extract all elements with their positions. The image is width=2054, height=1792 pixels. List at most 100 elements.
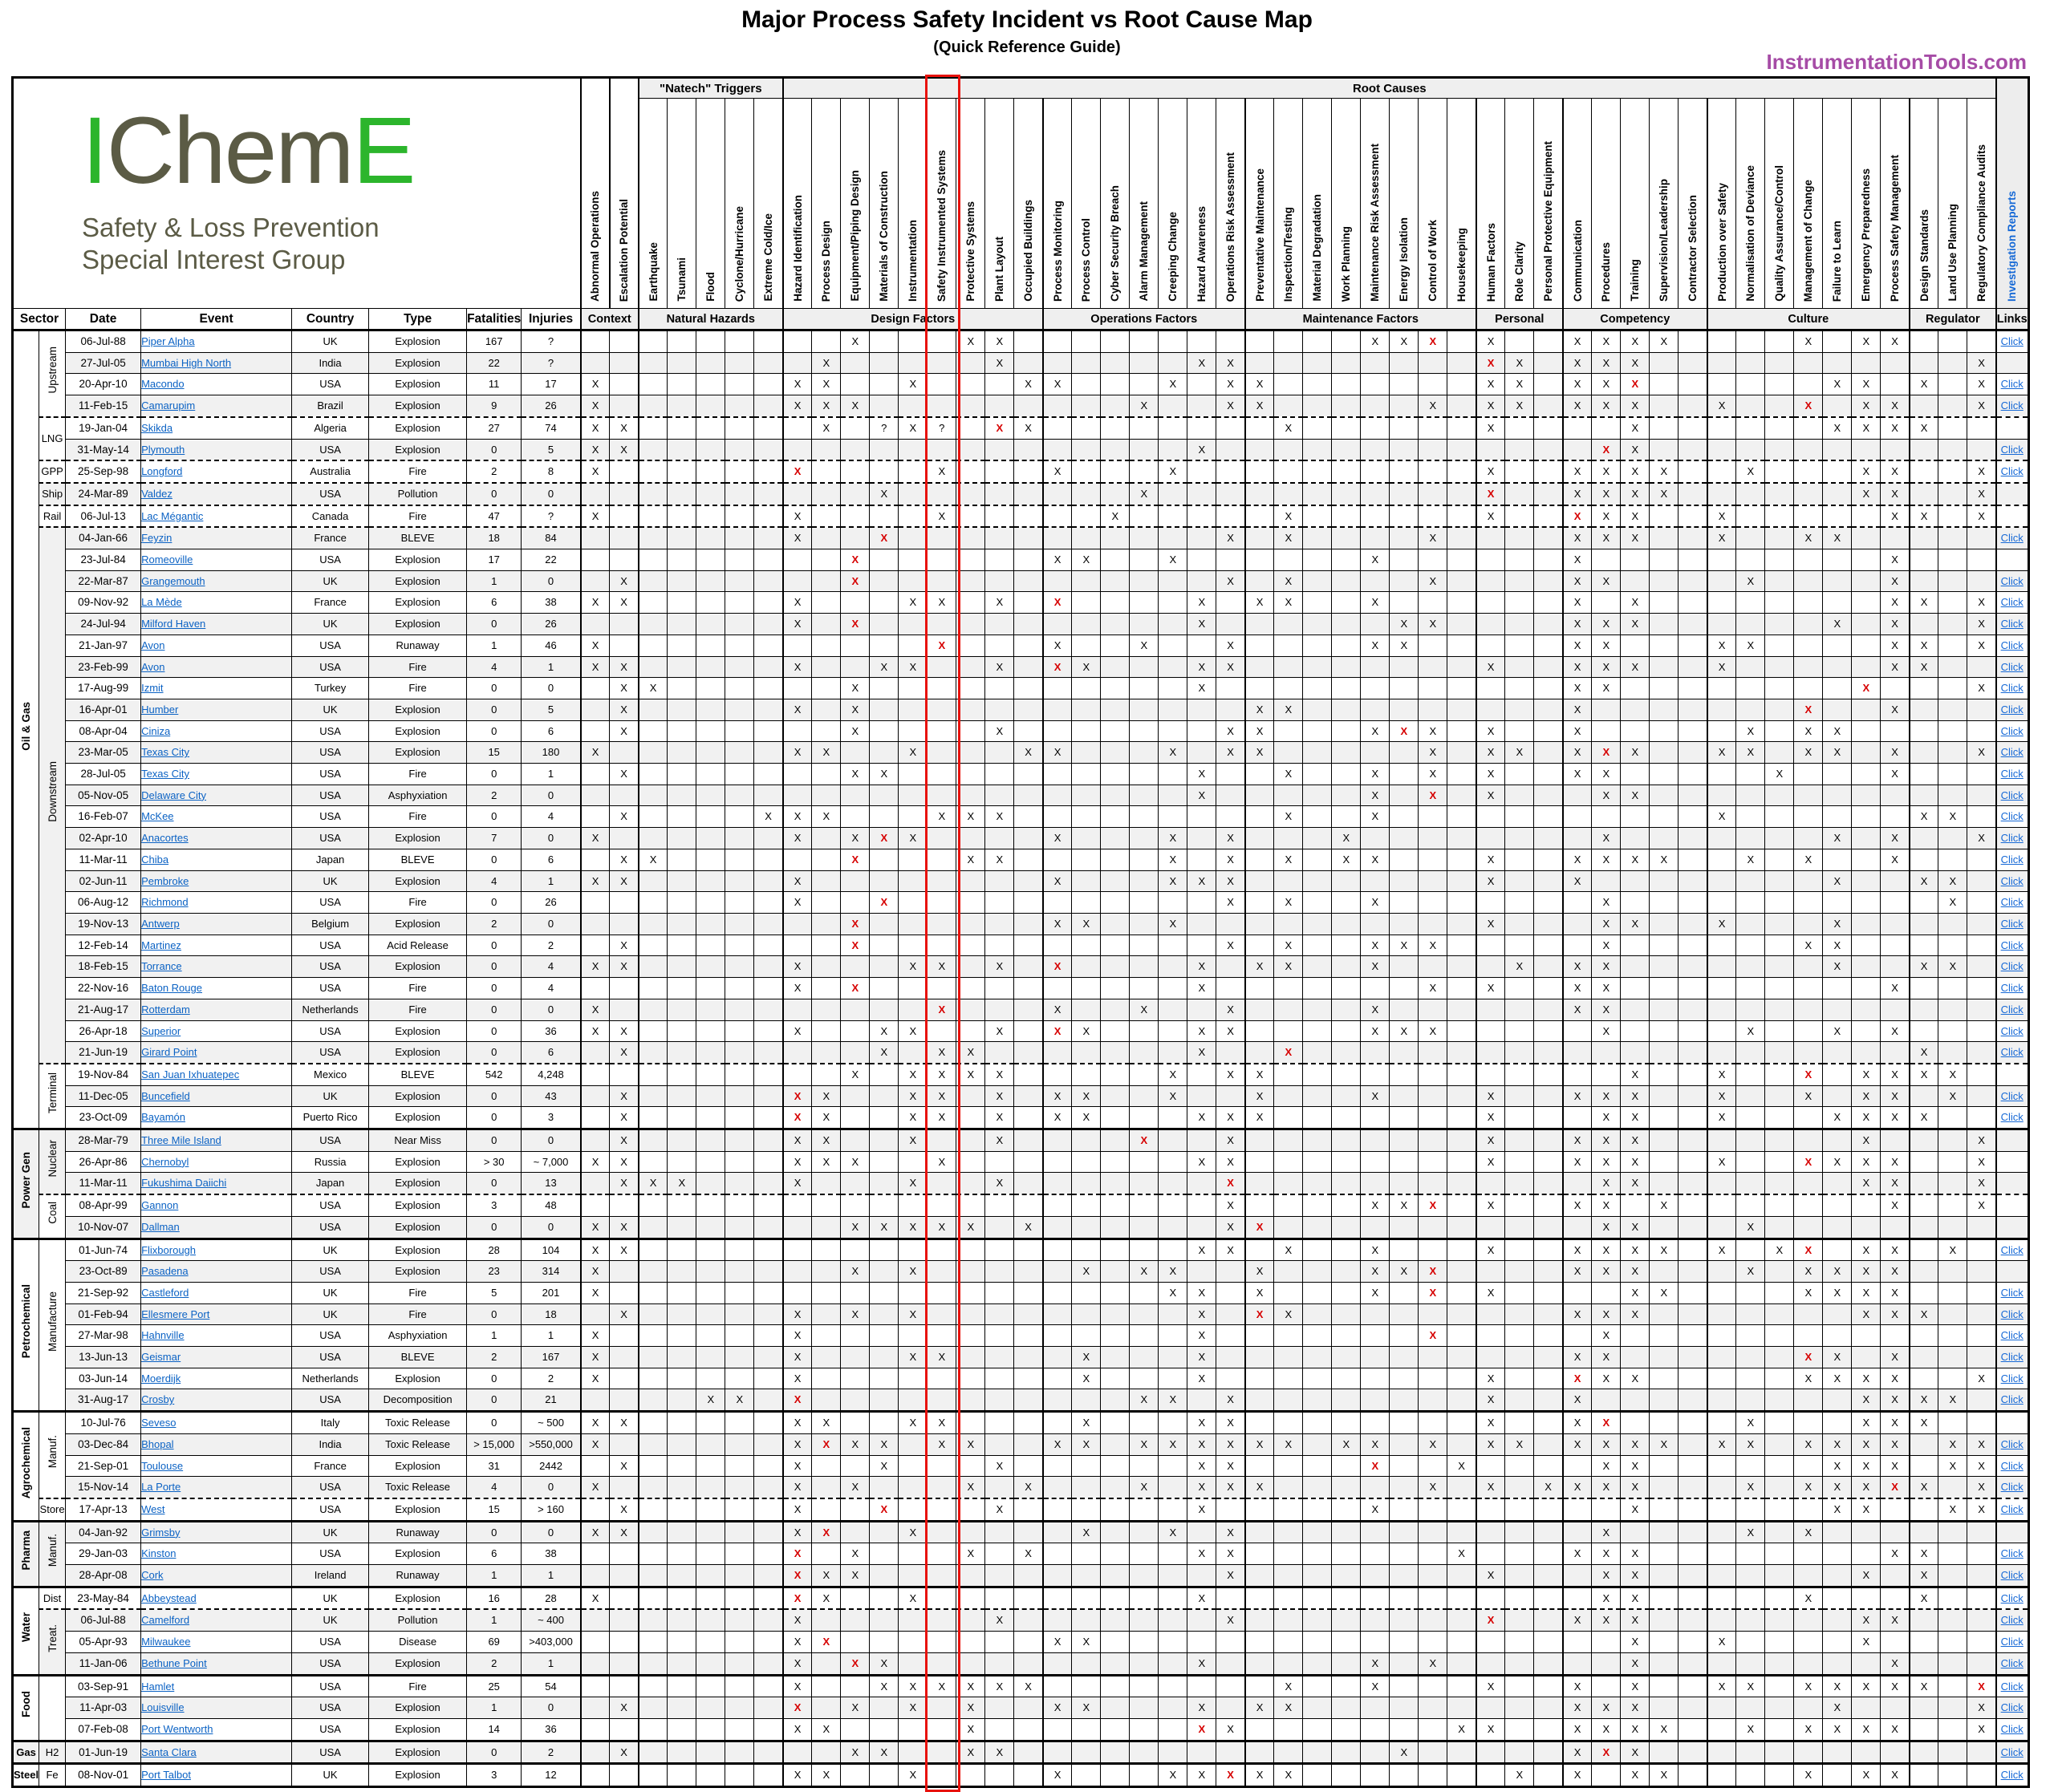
- event-link[interactable]: Valdez: [141, 487, 173, 500]
- event-link[interactable]: Girard Point: [141, 1046, 197, 1059]
- click-link[interactable]: Click: [2000, 335, 2024, 347]
- event-link[interactable]: Buncefield: [141, 1089, 190, 1102]
- click-link[interactable]: Click: [2000, 789, 2024, 801]
- event-link[interactable]: Ciniza: [141, 724, 171, 737]
- event-link[interactable]: Louisville: [141, 1701, 185, 1714]
- event-link[interactable]: Bethune Point: [141, 1656, 207, 1669]
- click-link[interactable]: Click: [2000, 874, 2024, 887]
- event-link[interactable]: Avon: [141, 639, 165, 651]
- click-link[interactable]: Click: [2000, 378, 2024, 391]
- click-link[interactable]: Click: [2000, 939, 2024, 951]
- event-link[interactable]: Avon: [141, 660, 165, 673]
- click-link[interactable]: Click: [2000, 1502, 2024, 1515]
- event-link[interactable]: Hamlet: [141, 1680, 175, 1693]
- click-link[interactable]: Click: [2000, 1372, 2024, 1385]
- click-link[interactable]: Click: [2000, 746, 2024, 759]
- event-link[interactable]: Castleford: [141, 1286, 189, 1299]
- click-link[interactable]: Click: [2000, 896, 2024, 909]
- event-link[interactable]: Torrance: [141, 960, 182, 973]
- event-link[interactable]: Martinez: [141, 939, 181, 951]
- click-link[interactable]: Click: [2000, 1024, 2024, 1037]
- click-link[interactable]: Click: [2000, 1243, 2024, 1256]
- event-link[interactable]: Moerdijk: [141, 1372, 181, 1385]
- event-link[interactable]: Seveso: [141, 1417, 177, 1429]
- click-link[interactable]: Click: [2000, 1769, 2024, 1782]
- event-link[interactable]: Camarupim: [141, 399, 196, 412]
- event-link[interactable]: Port Wentworth: [141, 1723, 213, 1735]
- click-link[interactable]: Click: [2000, 768, 2024, 780]
- click-link[interactable]: Click: [2000, 1547, 2024, 1560]
- click-link[interactable]: Click: [2000, 1046, 2024, 1059]
- click-link[interactable]: Click: [2000, 982, 2024, 995]
- event-link[interactable]: Macondo: [141, 378, 185, 391]
- event-link[interactable]: Baton Rouge: [141, 982, 202, 995]
- event-link[interactable]: Feyzin: [141, 532, 173, 545]
- click-link[interactable]: Click: [2000, 660, 2024, 673]
- click-link[interactable]: Click: [2000, 1111, 2024, 1124]
- event-link[interactable]: San Juan Ixhuatepec: [141, 1068, 240, 1080]
- event-link[interactable]: Abbeystead: [141, 1591, 197, 1604]
- event-link[interactable]: Longford: [141, 465, 183, 478]
- event-link[interactable]: Kinston: [141, 1547, 177, 1560]
- click-link[interactable]: Click: [2000, 532, 2024, 545]
- event-link[interactable]: McKee: [141, 810, 174, 823]
- event-link[interactable]: Pembroke: [141, 874, 189, 887]
- event-link[interactable]: Richmond: [141, 896, 189, 909]
- click-link[interactable]: Click: [2000, 1393, 2024, 1406]
- click-link[interactable]: Click: [2000, 917, 2024, 930]
- click-link[interactable]: Click: [2000, 810, 2024, 823]
- event-link[interactable]: Texas City: [141, 768, 190, 780]
- click-link[interactable]: Click: [2000, 618, 2024, 630]
- event-link[interactable]: Port Talbot: [141, 1769, 191, 1782]
- click-link[interactable]: Click: [2000, 1286, 2024, 1299]
- event-link[interactable]: Santa Clara: [141, 1745, 197, 1758]
- event-link[interactable]: Geismar: [141, 1351, 181, 1364]
- click-link[interactable]: Click: [2000, 724, 2024, 737]
- click-link[interactable]: Click: [2000, 1656, 2024, 1669]
- event-link[interactable]: Dallman: [141, 1220, 180, 1233]
- event-link[interactable]: Chiba: [141, 853, 169, 866]
- event-link[interactable]: Camelford: [141, 1614, 190, 1627]
- event-link[interactable]: Mumbai High North: [141, 356, 232, 369]
- click-link[interactable]: Click: [2000, 1680, 2024, 1693]
- event-link[interactable]: Romeoville: [141, 553, 193, 566]
- event-link[interactable]: Flixborough: [141, 1243, 197, 1256]
- event-link[interactable]: Toulouse: [141, 1459, 184, 1472]
- event-link[interactable]: Piper Alpha: [141, 335, 195, 347]
- click-link[interactable]: Click: [2000, 574, 2024, 587]
- click-link[interactable]: Click: [2000, 853, 2024, 866]
- event-link[interactable]: Texas City: [141, 746, 190, 759]
- event-link[interactable]: Lac Mégantic: [141, 509, 204, 522]
- event-link[interactable]: Milwaukee: [141, 1636, 191, 1648]
- click-link[interactable]: Click: [2000, 1308, 2024, 1320]
- event-link[interactable]: Humber: [141, 703, 179, 716]
- event-link[interactable]: Anacortes: [141, 832, 189, 845]
- click-link[interactable]: Click: [2000, 703, 2024, 716]
- click-link[interactable]: Click: [2000, 960, 2024, 973]
- event-link[interactable]: Hahnville: [141, 1329, 185, 1342]
- event-link[interactable]: Grangemouth: [141, 574, 205, 587]
- click-link[interactable]: Click: [2000, 1569, 2024, 1582]
- event-link[interactable]: Crosby: [141, 1393, 175, 1406]
- click-link[interactable]: Click: [2000, 443, 2024, 456]
- click-link[interactable]: Click: [2000, 1459, 2024, 1472]
- event-link[interactable]: Ellesmere Port: [141, 1308, 210, 1320]
- event-link[interactable]: Pasadena: [141, 1265, 189, 1278]
- click-link[interactable]: Click: [2000, 1614, 2024, 1627]
- event-link[interactable]: Skikda: [141, 421, 173, 434]
- event-link[interactable]: Plymouth: [141, 443, 185, 456]
- click-link[interactable]: Click: [2000, 399, 2024, 412]
- event-link[interactable]: Delaware City: [141, 789, 206, 801]
- click-link[interactable]: Click: [2000, 1701, 2024, 1714]
- event-link[interactable]: La Mède: [141, 596, 182, 609]
- click-link[interactable]: Click: [2000, 1636, 2024, 1648]
- event-link[interactable]: Chernobyl: [141, 1155, 189, 1168]
- event-link[interactable]: Bayamón: [141, 1111, 185, 1124]
- event-link[interactable]: West: [141, 1502, 165, 1515]
- click-link[interactable]: Click: [2000, 1745, 2024, 1758]
- event-link[interactable]: Milford Haven: [141, 618, 206, 630]
- click-link[interactable]: Click: [2000, 1351, 2024, 1364]
- click-link[interactable]: Click: [2000, 1003, 2024, 1016]
- click-link[interactable]: Click: [2000, 1437, 2024, 1450]
- event-link[interactable]: Antwerp: [141, 917, 180, 930]
